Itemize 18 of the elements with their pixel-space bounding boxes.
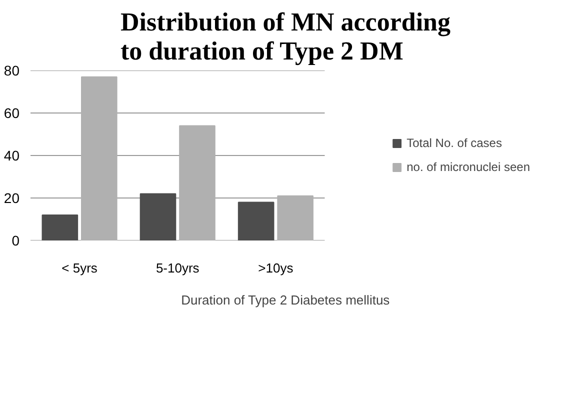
y-tick-label: 40 [4, 148, 20, 164]
y-tick-label: 0 [12, 232, 20, 248]
bar [179, 125, 216, 240]
y-tick-label: 60 [4, 105, 20, 121]
bar [140, 193, 176, 240]
y-tick-label: 20 [4, 190, 20, 206]
bar [238, 202, 274, 240]
x-axis-title: Duration of Type 2 Diabetes mellitus [181, 292, 390, 308]
chart-title: Distribution of MN according to duration of Type 2 DM [120, 8, 451, 66]
y-tick-label: 80 [4, 62, 20, 78]
x-tick-label: >10ys [258, 260, 294, 276]
bar [42, 214, 78, 240]
legend-label: no. of micronuclei seen [406, 160, 530, 174]
bar [277, 195, 314, 240]
bar [81, 76, 118, 240]
x-tick-label: < 5yrs [62, 260, 98, 276]
x-tick-label: 5-10yrs [156, 260, 200, 276]
legend-label: Total No. of cases [406, 136, 502, 150]
